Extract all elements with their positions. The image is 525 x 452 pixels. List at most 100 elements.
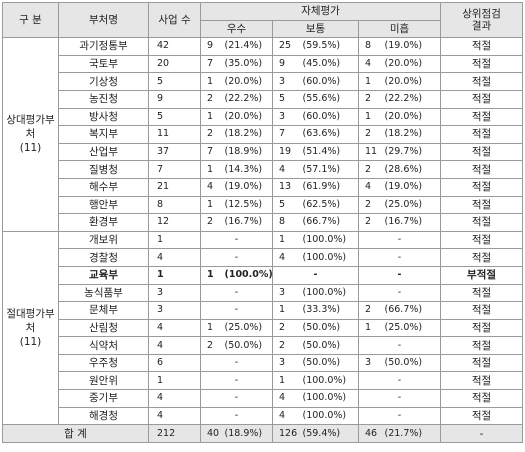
eval-count: 1 <box>272 230 301 250</box>
review-result: 적절 <box>440 371 524 391</box>
dept-name: 행안부 <box>58 195 149 215</box>
data-row: 절대평가부처 (11) 개보위 1-1 (100.0%) - 적절 <box>2 230 524 426</box>
group-label: 상대평가부처 <box>6 114 55 141</box>
data-row: 복지부 11 2 (18.2%) 7 (63.6%) 2 (18.2%) 적절 <box>3 125 524 144</box>
data-row: 경찰청 4-4 (100.0%) - 적절 <box>3 248 524 267</box>
dept-name: 농식품부 <box>58 283 149 303</box>
review-result: 부적절 <box>440 265 524 285</box>
project-count: 42 <box>148 37 201 56</box>
eval-count: 3 <box>272 72 301 91</box>
eval-count: 4 <box>358 54 383 74</box>
eval-count: 1 <box>200 195 223 215</box>
review-result: 적절 <box>440 248 524 267</box>
eval-percent: (100.0%) <box>300 283 359 303</box>
eval-empty: - <box>357 336 442 355</box>
eval-count: 1 <box>200 160 223 179</box>
review-result: 적절 <box>440 318 524 338</box>
project-count: 1 <box>148 230 201 250</box>
eval-count: 2 <box>358 213 383 232</box>
eval-empty: - <box>200 406 273 426</box>
data-row: 산업부 37 7 (18.9%) 19 (51.4%) 11 (29.7%) 적절 <box>3 142 524 162</box>
dept-name: 우주청 <box>58 353 149 373</box>
review-result: 적절 <box>440 213 524 232</box>
review-result: 적절 <box>440 37 524 56</box>
review-result: 적절 <box>440 336 524 355</box>
data-row: 국토부 20 7 (35.0%) 9 (45.0%) 4 (20.0%) 적절 <box>3 54 524 74</box>
eval-percent: (100.0%) <box>300 230 359 250</box>
review-result: 적절 <box>440 195 524 215</box>
group-label: 절대평가부처 <box>6 307 55 334</box>
data-row: 방사청 5 1 (20.0%) 3 (60.0%) 1 (20.0%) 적절 <box>3 107 524 127</box>
dept-name: 경찰청 <box>58 248 149 267</box>
eval-count: 2 <box>358 89 383 109</box>
eval-percent: (45.0%) <box>300 54 359 74</box>
eval-empty: - <box>200 371 273 391</box>
header-cell: 우수 <box>200 19 273 39</box>
eval-count: 4 <box>272 160 301 179</box>
eval-percent: (12.5%) <box>222 195 273 215</box>
eval-count: 4 <box>272 406 301 426</box>
header-cell: 보통 <box>272 19 359 39</box>
eval-percent: (35.0%) <box>222 54 273 74</box>
data-row: 문체부 3-1 (33.3%) 2 (66.7%) 적절 <box>3 301 524 320</box>
header-cell: 자체평가 <box>199 2 442 21</box>
review-result: 적절 <box>440 283 524 303</box>
dept-name: 교육부 <box>58 265 149 285</box>
eval-empty: - <box>357 371 442 391</box>
eval-percent: (60.0%) <box>300 72 359 91</box>
group-count: (11) <box>19 142 42 155</box>
eval-count: 7 <box>272 125 301 144</box>
eval-count: 13 <box>272 177 301 197</box>
eval-count: 2 <box>200 125 223 144</box>
eval-percent: (50.0%) <box>300 353 359 373</box>
eval-percent: (22.2%) <box>222 89 273 109</box>
eval-percent: (21.7%) <box>382 424 442 443</box>
dept-name: 해경청 <box>58 406 149 426</box>
eval-count: 8 <box>272 213 301 232</box>
eval-count: 2 <box>200 89 223 109</box>
data-row: 행안부 8 1 (12.5%) 5 (62.5%) 2 (25.0%) 적절 <box>3 195 524 215</box>
eval-percent: (61.9%) <box>300 177 359 197</box>
eval-percent: (19.0%) <box>382 37 442 56</box>
dept-name: 원안위 <box>58 371 149 391</box>
data-row: 상대평가부처 (11) 과기정통부 42 9 (21.4%) 25 (59.5%) 8 (19.0… <box>2 37 524 232</box>
group-cell: 상대평가부처 (11) <box>2 37 59 232</box>
project-count: 8 <box>148 195 201 215</box>
eval-count: 5 <box>272 89 301 109</box>
eval-empty: - <box>357 283 442 303</box>
project-count: 37 <box>148 142 201 162</box>
total-row: 합 계 212 40 (18.9%) 126 (59.4%) 46 (21.7%) - <box>2 424 524 443</box>
eval-empty: - <box>200 230 273 250</box>
eval-percent: (60.0%) <box>300 107 359 127</box>
eval-count: 1 <box>272 371 301 391</box>
project-count: 5 <box>148 107 201 127</box>
eval-count: 5 <box>272 195 301 215</box>
eval-count: 40 <box>200 424 223 443</box>
eval-percent: (20.0%) <box>382 107 442 127</box>
project-count: 21 <box>148 177 201 197</box>
eval-count: 19 <box>272 142 301 162</box>
project-count: 5 <box>148 72 201 91</box>
eval-count: 3 <box>358 353 383 373</box>
eval-count: 1 <box>200 107 223 127</box>
review-result: 적절 <box>440 406 524 426</box>
eval-percent: (59.5%) <box>300 37 359 56</box>
data-row: 기상청 5 1 (20.0%) 3 (60.0%) 1 (20.0%) 적절 <box>3 72 524 91</box>
eval-count: 2 <box>358 301 383 320</box>
dept-name: 방사청 <box>58 107 149 127</box>
eval-count: 1 <box>200 72 223 91</box>
eval-count: 4 <box>272 389 301 408</box>
dept-name: 기상청 <box>58 72 149 91</box>
eval-count: 126 <box>272 424 301 443</box>
eval-count: 4 <box>272 248 301 267</box>
review-result: 적절 <box>440 160 524 179</box>
project-count: 4 <box>148 318 201 338</box>
eval-percent: (28.6%) <box>382 160 442 179</box>
eval-count: 1 <box>358 107 383 127</box>
eval-empty: - <box>200 353 273 373</box>
eval-count: 9 <box>272 54 301 74</box>
dept-name: 산업부 <box>58 142 149 162</box>
review-result: 적절 <box>440 54 524 74</box>
